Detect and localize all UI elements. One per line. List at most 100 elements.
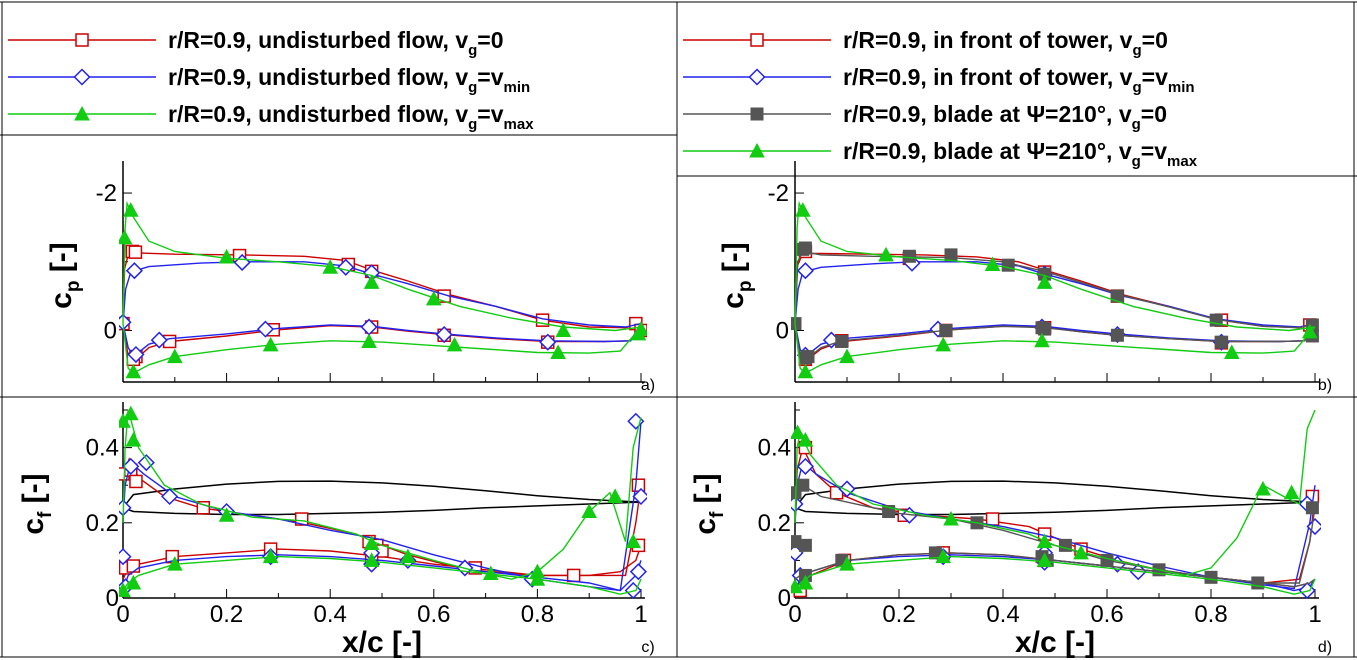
- panel-b-series-1-point-0: [796, 262, 814, 280]
- legend-left-marker-2: [74, 105, 90, 121]
- panel-a-series-1-point-9: [435, 326, 453, 344]
- panel-c-xlabel: x/c [-]: [342, 626, 422, 659]
- panel-a-series-2-point-6: [555, 322, 572, 337]
- panel-d-series-3-point-11: [1036, 552, 1053, 567]
- panel-b-series-3-point-3: [1036, 274, 1053, 289]
- panel-a-series-2-point-8: [125, 363, 142, 379]
- legend-left-marker-0: [75, 33, 89, 47]
- legend-left: r/R=0.9, undisturbed flow, vg=0 r/R=0.9, …: [8, 27, 534, 133]
- panel-d-series-2-line-upper: [794, 484, 1316, 584]
- panel-c-xtick-label-2: 0.4: [314, 601, 347, 628]
- panel-a-ytick-label-1: 0: [104, 317, 117, 344]
- panel-b-axes: -2 0 cp [-]: [717, 161, 1319, 383]
- panel-a-series-2: [119, 200, 647, 379]
- panel-c-series-1-line-lower: [122, 554, 642, 592]
- panel-c-series-2: [119, 405, 642, 597]
- panel-a-axes: -2 0 cp [-]: [45, 161, 645, 383]
- panel-c-series-2-point-13: [166, 556, 183, 571]
- panel-b-series-0-line-upper: [794, 252, 1316, 329]
- panel-b-series-2-point-2: [798, 241, 812, 255]
- panel-b-series-2-point-13: [939, 323, 953, 337]
- panel-a-ylabel: cp [-]: [45, 242, 84, 309]
- panel-a-series-1-point-6: [150, 331, 168, 349]
- panel-b-series-3-point-4: [1301, 323, 1318, 339]
- legend-right-marker-0: [750, 33, 764, 47]
- panel-b-series-2-point-12: [835, 334, 849, 348]
- panel-d-cf-chart: 0 0.2 0.4 0 0.2 0.4 0.6 0.8 1 x/c [-] cf [-] d): [689, 402, 1332, 659]
- panel-d-series-2-point-6: [1100, 553, 1114, 567]
- panel-d-xtick-label-1: 0.2: [882, 601, 915, 628]
- panel-b-series-2-point-15: [1038, 322, 1052, 336]
- panel-a-series-2-point-1: [122, 202, 139, 217]
- panel-b-series-1: [794, 254, 1316, 364]
- panel-d-series-3-point-0: [791, 424, 806, 440]
- panel-a-series-2-line-lower: [122, 323, 642, 374]
- panel-d-series-3-line-lower: [794, 555, 1316, 595]
- panel-c-series-2-point-2: [125, 432, 142, 447]
- panel-b-series-2-point-7: [1110, 289, 1124, 303]
- panel-a-series-2-point-9: [166, 348, 183, 364]
- panel-a-ytick-label-0: -2: [96, 180, 117, 207]
- panel-a-series-0-point-2: [128, 245, 143, 259]
- panel-c-series-0-point-12: [126, 559, 141, 573]
- panel-d-series-3-point-5: [1255, 480, 1271, 496]
- panel-c-ytick-label-2: 0.4: [86, 435, 119, 462]
- panel-c-xtick-label-3: 0.6: [417, 601, 450, 628]
- panel-d-series-3-point-8: [797, 574, 814, 590]
- legend-right-entry-1: r/R=0.9, in front of tower, vg=vmin: [683, 64, 1195, 96]
- panel-d-series-3-line-upper: [794, 409, 1316, 577]
- panel-d-xtick-label-5: 1: [1308, 601, 1321, 628]
- panel-c-airfoil-profile-lower: [122, 501, 642, 516]
- panel-b-series-2-point-17: [1214, 335, 1228, 349]
- panel-b-series-3-point-8: [1034, 332, 1050, 348]
- panel-d-label: d): [1318, 639, 1332, 656]
- panel-b-series-1-line-upper: [794, 261, 1316, 328]
- panel-c-series-1-point-10: [119, 548, 132, 566]
- panel-d-series-3: [791, 409, 1316, 595]
- panel-c-series-1-point-9: [632, 487, 647, 506]
- panel-c-series-1-point-3: [161, 487, 179, 506]
- panel-c-series-2-point-1: [122, 405, 139, 421]
- panel-c-series-1-point-2: [137, 454, 155, 472]
- legend-left-entry-1: r/R=0.9, undisturbed flow, vg=vmin: [8, 64, 530, 96]
- panel-b-series-2-point-11: [801, 350, 815, 364]
- panel-c-xtick-label-1: 0.2: [210, 601, 243, 628]
- panel-a-series-2-point-5: [425, 290, 442, 306]
- panel-c-series-1-point-16: [629, 563, 647, 581]
- panel-c-ylabel: cf [-]: [17, 473, 56, 534]
- panel-b-ylabel: cp [-]: [717, 242, 756, 309]
- panel-a-series-2-point-13: [550, 344, 566, 359]
- legend-left-entry-2: r/R=0.9, undisturbed flow, vg=vmax: [8, 101, 534, 133]
- legend-left-entry-0: r/R=0.9, undisturbed flow, vg=0: [8, 27, 504, 59]
- panel-b-series-3: [794, 200, 1318, 379]
- legend-right-label-0: r/R=0.9, in front of tower, vg=0: [843, 27, 1168, 59]
- panel-c-series-2-point-10: [625, 533, 642, 549]
- panel-d-xtick-label-3: 0.6: [1090, 601, 1123, 628]
- panel-a-series-1-point-10: [539, 333, 557, 351]
- panel-d-series-2-line-lower: [794, 552, 1316, 588]
- panel-c-series-2-point-8: [581, 503, 598, 519]
- panel-b-series-2-point-5: [1001, 258, 1015, 272]
- panel-b-series-3-point-5: [797, 363, 814, 379]
- panel-a-series-0-line-upper: [122, 252, 642, 329]
- panel-c-series-2-point-5: [400, 548, 416, 564]
- panel-b-series-3-point-6: [839, 348, 855, 364]
- panel-d-xlabel: x/c [-]: [1015, 626, 1095, 659]
- panel-d-xtick-label-2: 0.4: [986, 601, 1019, 628]
- panel-a-series-1-line-lower: [122, 323, 642, 358]
- legend-right-label-2: r/R=0.9, blade at Ψ=210°, vg=0: [843, 101, 1167, 133]
- panel-b-ytick-label-1: 0: [776, 317, 789, 344]
- legend-right-entry-3: r/R=0.9, blade at Ψ=210°, vg=vmax: [683, 138, 1198, 170]
- panel-c-label: c): [641, 639, 654, 656]
- panel-a-series-2-point-10: [262, 336, 279, 352]
- panel-c-xtick-label-5: 1: [634, 601, 647, 628]
- panel-d-series-2-point-1: [796, 478, 810, 492]
- panel-a-series-2-point-2: [218, 248, 235, 264]
- panel-a-series-2-line-upper: [122, 200, 642, 332]
- panel-d-ytick-label-0: 0: [778, 585, 791, 612]
- panel-d-series-3-point-1: [797, 432, 814, 447]
- panel-c-series-2-point-15: [363, 552, 380, 567]
- panel-c-axes: 0 0.2 0.4 0 0.2 0.4 0.6 0.8 1 x/c [-] cf [-]: [17, 402, 648, 659]
- legend-right-label-1: r/R=0.9, in front of tower, vg=vmin: [843, 64, 1195, 96]
